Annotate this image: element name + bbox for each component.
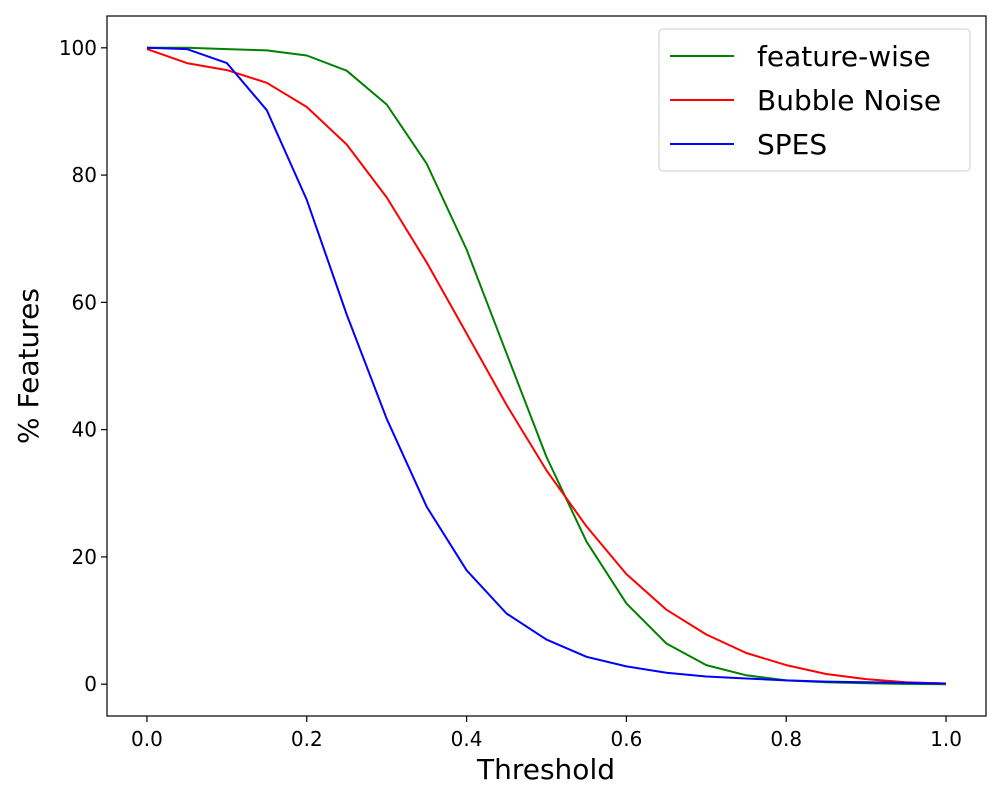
series-line-bubble-noise [146, 48, 947, 685]
x-tick-label: 1.0 [930, 727, 962, 751]
x-axis: 0.0 0.2 0.4 0.6 0.8 1.0 [131, 716, 962, 751]
legend-label: Bubble Noise [757, 84, 941, 117]
y-tick-label: 80 [72, 163, 97, 187]
x-tick-label: 0.2 [291, 727, 323, 751]
legend-label: feature-wise [757, 40, 931, 73]
x-tick-label: 0.4 [451, 727, 483, 751]
x-tick-label: 0.0 [131, 727, 163, 751]
legend-label: SPES [757, 128, 827, 161]
y-tick-label: 60 [72, 290, 97, 314]
y-tick-label: 0 [84, 672, 97, 696]
y-axis-title: % Features [12, 288, 45, 444]
legend: feature-wise Bubble Noise SPES [658, 28, 971, 172]
y-axis: 0 20 40 60 80 100 [59, 36, 107, 696]
series-lines [146, 46, 947, 686]
series-line-spes [146, 46, 947, 685]
x-tick-label: 0.8 [770, 727, 802, 751]
legend-box [658, 28, 971, 172]
y-tick-label: 20 [72, 545, 97, 569]
x-tick-label: 0.6 [611, 727, 643, 751]
y-tick-label: 100 [59, 36, 97, 60]
y-tick-label: 40 [72, 418, 97, 442]
x-axis-title: Threshold [476, 753, 615, 786]
